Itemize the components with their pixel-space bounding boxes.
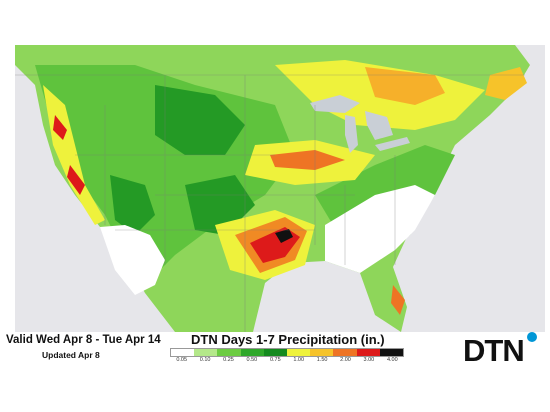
- band-darkgreen-3: [110, 175, 155, 235]
- legend-swatch: [171, 349, 195, 356]
- legend-swatch: [194, 349, 218, 356]
- band-red-westcoast-2: [67, 165, 85, 195]
- lake-huron: [365, 111, 393, 140]
- band-black-core: [275, 229, 293, 243]
- legend-swatch: [310, 349, 334, 356]
- band-orange-north: [365, 67, 445, 105]
- legend-labels: 0.05 0.10 0.25 0.50 0.75 1.00 1.50 2.00 3.00 4.00: [170, 357, 404, 365]
- legend-swatch: [379, 349, 404, 356]
- map-footer: Valid Wed Apr 8 - Tue Apr 14 Updated Apr…: [0, 332, 550, 372]
- band-red-westcoast: [53, 115, 67, 140]
- legend-swatch: [240, 349, 264, 356]
- legend-color-bar: [170, 348, 404, 357]
- legend-swatch: [287, 349, 311, 356]
- band-dry-southwest: [100, 225, 165, 295]
- legend-label: 0.75: [269, 357, 281, 363]
- legend-label: 0.50: [246, 357, 258, 363]
- legend-label: 0.25: [223, 357, 234, 363]
- legend-swatch: [356, 349, 380, 356]
- legend-label: 1.00: [293, 357, 305, 363]
- updated-label: Updated Apr 8: [42, 350, 100, 360]
- band-darkgreen: [155, 85, 245, 155]
- legend-label: 3.00: [363, 357, 375, 363]
- legend-swatch: [333, 349, 357, 356]
- legend-label: 2.00: [340, 357, 351, 363]
- band-orange-florida: [391, 285, 405, 315]
- lake-michigan: [345, 115, 358, 153]
- band-dry-southeast: [325, 185, 435, 273]
- legend-label: 0.05: [176, 357, 188, 363]
- state-borders: [15, 74, 525, 332]
- legend-swatch: [217, 349, 241, 356]
- dtn-logo: DTN: [463, 333, 525, 368]
- legend-label: 1.50: [316, 357, 328, 363]
- lake-erie: [375, 137, 410, 151]
- legend-swatch: [263, 349, 288, 356]
- map-title: DTN Days 1-7 Precipitation (in.): [191, 332, 385, 347]
- legend-label: 0.10: [199, 357, 211, 363]
- dtn-logo-dot-icon: [527, 332, 537, 342]
- legend-label: 4.00: [386, 357, 398, 363]
- valid-period-label: Valid Wed Apr 8 - Tue Apr 14: [6, 334, 161, 346]
- precip-map-svg: [15, 45, 530, 332]
- band-orange-center: [270, 150, 345, 170]
- lake-superior: [310, 95, 360, 113]
- precipitation-map: [15, 45, 545, 332]
